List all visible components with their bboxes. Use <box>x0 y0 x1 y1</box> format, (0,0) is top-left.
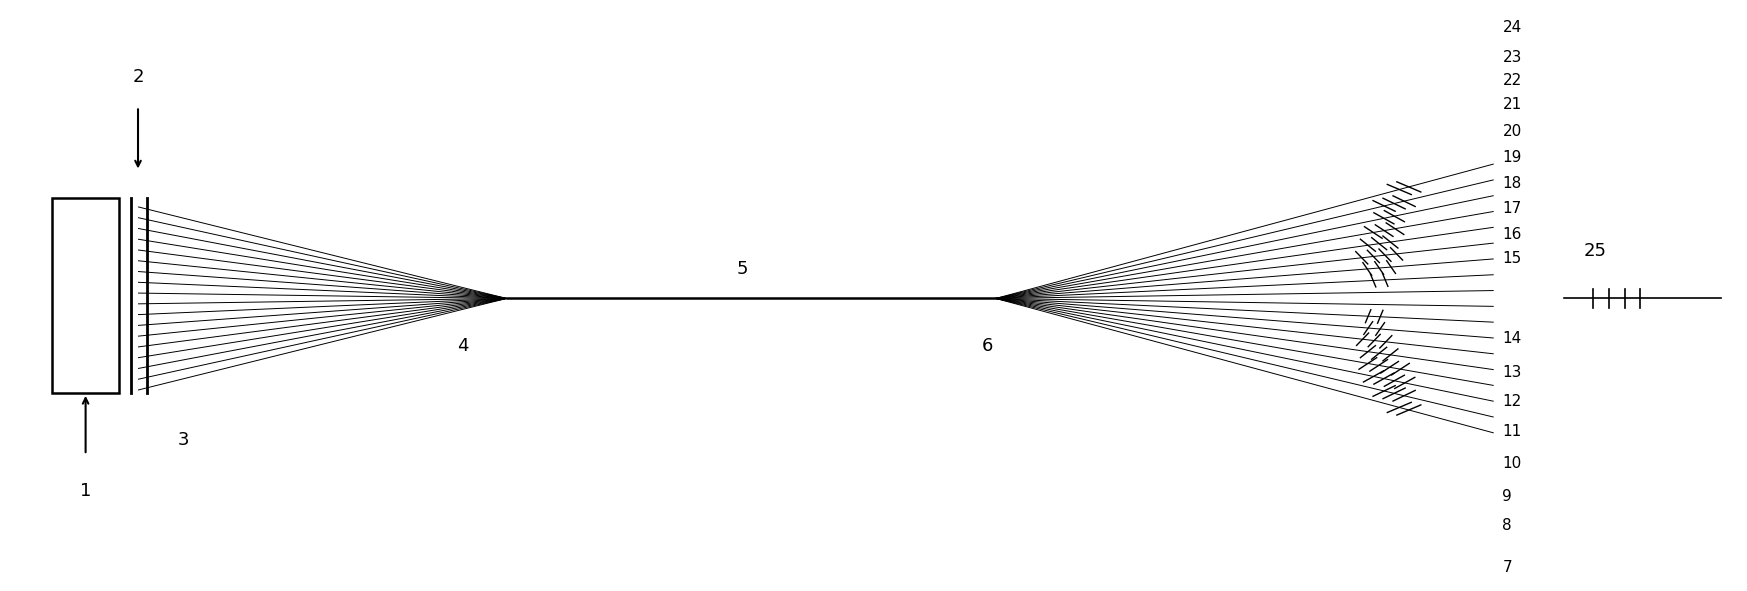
Text: 24: 24 <box>1502 20 1522 35</box>
Text: 10: 10 <box>1502 456 1522 472</box>
Text: 12: 12 <box>1502 394 1522 410</box>
Text: 22: 22 <box>1502 73 1522 89</box>
Text: 23: 23 <box>1502 50 1522 65</box>
Bar <box>52 198 119 393</box>
Text: 16: 16 <box>1502 227 1522 242</box>
Text: 19: 19 <box>1502 150 1522 165</box>
Text: 9: 9 <box>1502 489 1513 504</box>
Text: 17: 17 <box>1502 201 1522 216</box>
Text: 20: 20 <box>1502 124 1522 139</box>
Text: 3: 3 <box>178 431 189 449</box>
Text: 8: 8 <box>1502 518 1513 534</box>
Text: 4: 4 <box>458 337 468 355</box>
Text: 5: 5 <box>737 260 748 278</box>
Text: 1: 1 <box>80 482 91 499</box>
Text: 25: 25 <box>1583 242 1607 260</box>
Text: 13: 13 <box>1502 365 1522 380</box>
Text: 11: 11 <box>1502 424 1522 439</box>
Text: 6: 6 <box>982 337 992 355</box>
Text: 2: 2 <box>133 68 143 86</box>
Text: 18: 18 <box>1502 176 1522 191</box>
Text: 7: 7 <box>1502 560 1513 575</box>
Text: 15: 15 <box>1502 251 1522 266</box>
Text: 21: 21 <box>1502 97 1522 112</box>
Text: 14: 14 <box>1502 331 1522 346</box>
